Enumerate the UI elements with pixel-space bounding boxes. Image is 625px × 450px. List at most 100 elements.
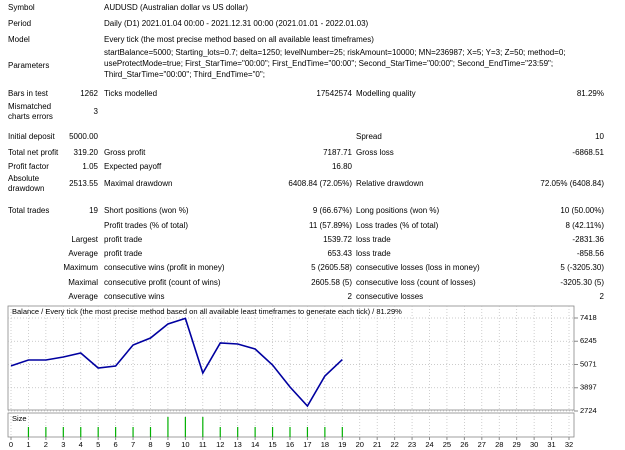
x-tick-label: 23 bbox=[408, 440, 416, 449]
x-tick-label: 3 bbox=[61, 440, 65, 449]
stat-value: -6868.51 bbox=[572, 148, 604, 157]
stat-value: 10 (50.00%) bbox=[560, 206, 604, 215]
stat-label: Absolute drawdown bbox=[8, 174, 45, 193]
stat-label: Gross profit bbox=[104, 148, 146, 157]
field-label: Parameters bbox=[8, 61, 50, 70]
stat-value: 319.20 bbox=[73, 148, 98, 157]
stat-label: Ticks modelled bbox=[104, 89, 158, 98]
stat-label: Initial deposit bbox=[8, 132, 55, 141]
stat-label: Mismatched charts errors bbox=[8, 102, 53, 121]
balance-line bbox=[10, 317, 343, 408]
stat-value: 81.29% bbox=[576, 89, 604, 98]
stat-label: Total net profit bbox=[8, 148, 59, 157]
stat-label: Profit trades (% of total) bbox=[104, 221, 189, 230]
stat-label: Bars in test bbox=[8, 89, 49, 98]
stat-value: 19 bbox=[89, 206, 98, 215]
stat-value: 17542574 bbox=[316, 89, 352, 98]
stat-label: loss trade bbox=[356, 249, 391, 258]
stat-label: Profit factor bbox=[8, 162, 49, 171]
stat-value: 72.05% (6408.84) bbox=[540, 179, 604, 188]
x-tick-label: 26 bbox=[460, 440, 468, 449]
x-tick-label: 5 bbox=[96, 440, 100, 449]
stat-value: 653.43 bbox=[327, 249, 352, 258]
stat-value: 6408.84 (72.05%) bbox=[288, 179, 352, 188]
stat-value: 16.80 bbox=[331, 162, 352, 171]
stat-value: 2605.58 (5) bbox=[311, 278, 352, 287]
stat-value: 5 (2605.58) bbox=[311, 263, 352, 272]
stat-value: 3 bbox=[93, 107, 98, 116]
stat-label: Maximal drawdown bbox=[104, 179, 173, 188]
x-tick-label: 6 bbox=[114, 440, 118, 449]
x-tick-label: 25 bbox=[443, 440, 451, 449]
stat-label: consecutive profit (count of wins) bbox=[104, 278, 221, 287]
y-tick-label: 6245 bbox=[580, 336, 597, 345]
stat-value: Average bbox=[68, 249, 98, 258]
stat-label: consecutive wins (profit in money) bbox=[104, 263, 225, 272]
stat-value: -2831.36 bbox=[572, 235, 604, 244]
y-tick-label: 7418 bbox=[580, 313, 597, 322]
stat-value: 5000.00 bbox=[69, 132, 98, 141]
x-tick-label: 4 bbox=[79, 440, 83, 449]
field-label: Period bbox=[8, 19, 32, 28]
stat-value: 5 (-3205.30) bbox=[560, 263, 604, 272]
stat-value: -3205.30 (5) bbox=[560, 278, 604, 287]
x-tick-label: 12 bbox=[216, 440, 224, 449]
stat-value: 1262 bbox=[80, 89, 98, 98]
stat-label: Spread bbox=[356, 132, 382, 141]
stat-label: Expected payoff bbox=[104, 162, 162, 171]
x-tick-label: 15 bbox=[268, 440, 276, 449]
x-tick-label: 19 bbox=[338, 440, 346, 449]
x-tick-label: 29 bbox=[513, 440, 521, 449]
stat-label: Relative drawdown bbox=[356, 179, 424, 188]
x-tick-label: 32 bbox=[565, 440, 573, 449]
stat-value: Maximum bbox=[63, 263, 98, 272]
stat-label: Gross loss bbox=[356, 148, 394, 157]
x-tick-label: 13 bbox=[234, 440, 242, 449]
stat-label: profit trade bbox=[104, 235, 143, 244]
stat-value: 1.05 bbox=[82, 162, 98, 171]
stat-label: consecutive losses bbox=[356, 292, 424, 301]
stat-value: 10 bbox=[595, 132, 604, 141]
stat-value: 2513.55 bbox=[69, 179, 98, 188]
y-tick-label: 2724 bbox=[580, 406, 597, 415]
plot-frame bbox=[7, 305, 575, 411]
field-value: startBalance=5000; Starting_lots=0.7; de… bbox=[104, 48, 566, 57]
x-tick-label: 17 bbox=[303, 440, 311, 449]
stat-label: Short positions (won %) bbox=[104, 206, 189, 215]
x-tick-label: 27 bbox=[478, 440, 486, 449]
stat-label: Modelling quality bbox=[356, 89, 416, 98]
x-tick-label: 8 bbox=[148, 440, 152, 449]
stat-label: Long positions (won %) bbox=[356, 206, 440, 215]
stat-label: consecutive wins bbox=[104, 292, 165, 301]
x-tick-label: 16 bbox=[286, 440, 294, 449]
x-tick-label: 1 bbox=[26, 440, 30, 449]
stat-value: 8 (42.11%) bbox=[565, 221, 604, 230]
stat-value: 11 (57.89%) bbox=[309, 221, 352, 230]
x-tick-label: 21 bbox=[373, 440, 381, 449]
x-tick-label: 20 bbox=[356, 440, 364, 449]
stat-value: Largest bbox=[71, 235, 98, 244]
stat-value: 1539.72 bbox=[323, 235, 352, 244]
x-tick-label: 14 bbox=[251, 440, 259, 449]
chart-title: Balance / Every tick (the most precise m… bbox=[12, 307, 402, 316]
stat-label: consecutive loss (count of losses) bbox=[356, 278, 476, 287]
x-tick-label: 30 bbox=[530, 440, 538, 449]
field-value: AUDUSD (Australian dollar vs US dollar) bbox=[104, 3, 249, 12]
x-tick-label: 2 bbox=[44, 440, 48, 449]
stat-value: Average bbox=[68, 292, 98, 301]
x-tick-label: 9 bbox=[166, 440, 170, 449]
stat-value: 2 bbox=[599, 292, 604, 301]
x-tick-label: 0 bbox=[9, 440, 13, 449]
x-tick-label: 10 bbox=[181, 440, 189, 449]
x-tick-label: 7 bbox=[131, 440, 135, 449]
x-tick-label: 18 bbox=[321, 440, 329, 449]
x-tick-label: 24 bbox=[425, 440, 433, 449]
field-value: Every tick (the most precise method base… bbox=[104, 35, 374, 44]
y-tick-label: 3897 bbox=[580, 383, 597, 392]
field-label: Model bbox=[8, 35, 30, 44]
y-tick-label: 5071 bbox=[580, 359, 597, 368]
stat-label: Total trades bbox=[8, 206, 50, 215]
field-value: useProtectMode=true; First_StarTime="00:… bbox=[104, 59, 554, 68]
